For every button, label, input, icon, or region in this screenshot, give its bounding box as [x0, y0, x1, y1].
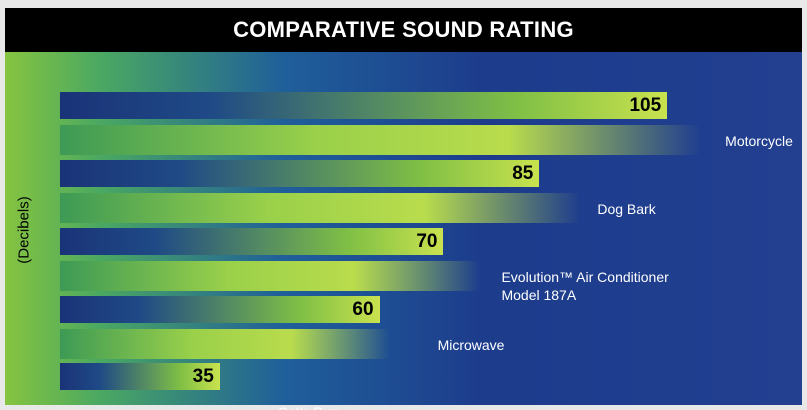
y-axis-label: (Decibels)	[16, 196, 33, 264]
value-label: 70	[377, 231, 437, 253]
category-label: Evolution™ Air Conditioner Model 187A	[501, 268, 691, 304]
category-label: Microwave	[438, 336, 628, 354]
infographic: COMPARATIVE SOUND RATING (Decibels) 105 M…	[0, 0, 807, 410]
decorative-stripe	[60, 193, 580, 223]
decorative-stripe	[60, 125, 700, 155]
decorative-stripe	[60, 329, 390, 359]
value-label: 60	[314, 299, 374, 321]
chart-title: COMPARATIVE SOUND RATING	[5, 8, 802, 52]
category-label: Cat’s Purr	[278, 403, 468, 410]
bar	[60, 160, 539, 187]
category-label: Motorcycle	[725, 132, 807, 150]
value-label: 105	[601, 95, 661, 117]
value-label: 35	[154, 366, 214, 388]
decorative-stripe	[60, 261, 480, 291]
value-label: 85	[473, 163, 533, 185]
bar	[60, 92, 667, 119]
category-label: Dog Bark	[597, 200, 787, 218]
